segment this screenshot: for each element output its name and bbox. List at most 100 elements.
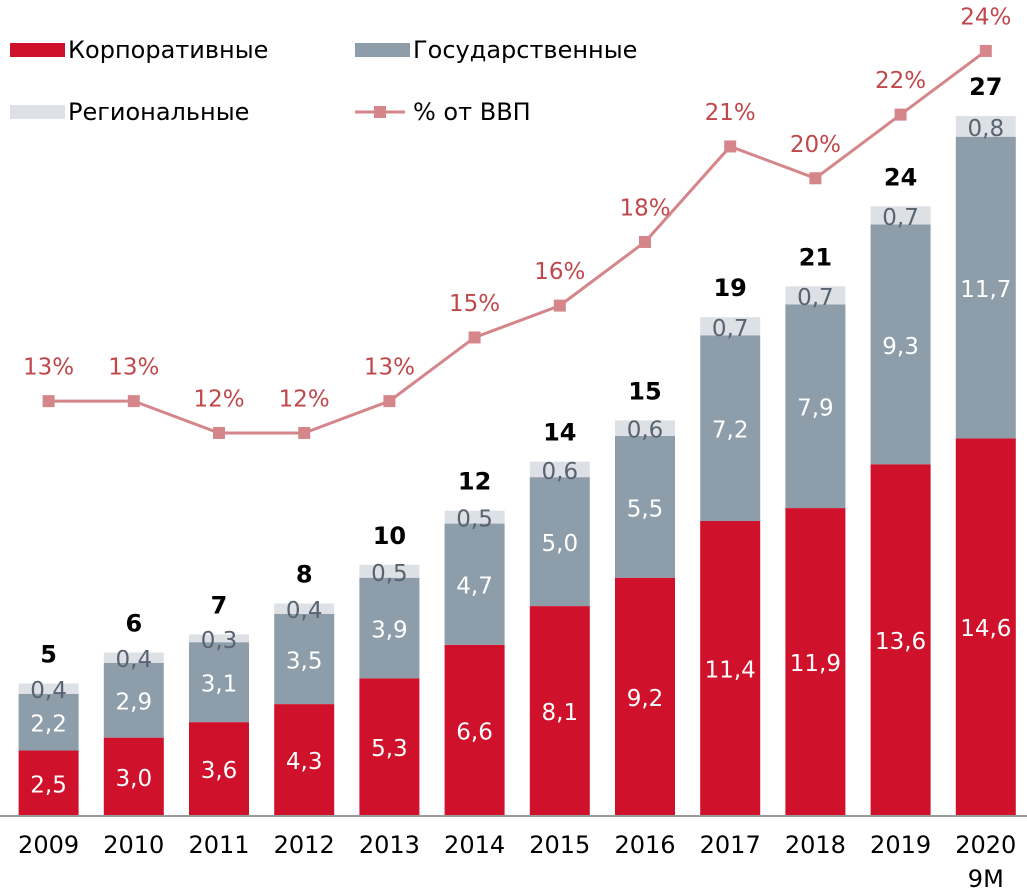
line-value-label: 13% [23, 355, 74, 381]
line-value-label: 15% [449, 291, 500, 317]
bar-segment [274, 704, 335, 815]
legend-swatch [10, 43, 65, 57]
line-marker [809, 172, 822, 185]
bar-segment [18, 693, 79, 751]
bar-value-label: 11,9 [790, 651, 841, 677]
bar-value-label: 9,2 [627, 686, 664, 712]
bar-segment [529, 461, 590, 478]
bar-segment [444, 510, 505, 524]
total-label: 24 [884, 163, 917, 191]
bar-segment [18, 683, 79, 694]
line-value-label: 16% [534, 259, 585, 285]
bar-value-label: 0,5 [456, 507, 493, 533]
line-value-label: 18% [619, 195, 670, 221]
total-label: 5 [40, 640, 57, 668]
bar-segment [359, 678, 420, 815]
total-label: 19 [713, 274, 746, 302]
x-tick-label: 2013 [358, 831, 420, 859]
bar-segment [18, 750, 79, 815]
bar-value-label: 8,1 [542, 700, 579, 726]
bar-value-label: 5,5 [627, 496, 664, 522]
bar-segment [103, 737, 164, 815]
bar-segment [359, 577, 420, 679]
x-tick-label: 2019 [870, 831, 932, 859]
bar-value-label: 0,6 [542, 459, 579, 485]
x-tick-label: 2018 [784, 831, 846, 859]
total-label: 27 [969, 73, 1002, 101]
legend-swatch [374, 106, 386, 118]
total-label: 14 [543, 419, 576, 447]
x-tick-label: 2012 [273, 831, 335, 859]
bar-value-label: 4,3 [286, 749, 323, 775]
bar-segment [189, 634, 249, 643]
bar-value-label: 4,7 [456, 574, 493, 600]
line-marker [553, 299, 566, 312]
bar-value-label: 14,6 [960, 616, 1011, 642]
bar-value-label: 2,9 [116, 690, 153, 716]
x-tick-label: 2016 [614, 831, 676, 859]
bar-value-label: 0,4 [286, 598, 323, 624]
line-marker [42, 395, 55, 408]
legend-swatch [355, 43, 410, 57]
bar-value-label: 0,7 [882, 205, 919, 231]
bar-value-label: 3,6 [201, 758, 238, 784]
legend-label: % от ВВП [413, 98, 531, 126]
legend-label: Государственные [413, 36, 637, 64]
bar-value-label: 11,4 [705, 657, 756, 683]
bar-value-label: 11,7 [960, 277, 1011, 303]
bar-value-label: 13,6 [875, 629, 926, 655]
bar-value-label: 9,3 [882, 334, 919, 360]
bar-segment [870, 224, 931, 465]
total-label: 21 [799, 243, 832, 271]
bar-value-label: 0,4 [116, 647, 153, 673]
bar-segment [785, 304, 846, 509]
bar-segment [103, 652, 164, 663]
total-label: 8 [296, 561, 313, 589]
bar-value-label: 7,9 [797, 396, 834, 422]
total-label: 10 [373, 522, 406, 550]
line-marker [724, 140, 737, 153]
bar-value-label: 0,6 [627, 418, 664, 444]
bar-segment [189, 722, 249, 815]
bar-segment [785, 286, 846, 305]
legend-label: Корпоративные [68, 36, 268, 64]
bar-segment [700, 520, 761, 815]
bar-segment [955, 136, 1016, 439]
bar-value-label: 0,5 [371, 561, 408, 587]
line-value-label: 22% [875, 68, 926, 94]
bar-segment [189, 642, 249, 723]
x-tick-label: 2010 [103, 831, 165, 859]
line [48, 49, 987, 435]
bar-value-label: 3,5 [286, 648, 323, 674]
x-tick-label: 2020 9M [955, 831, 1017, 893]
line-value-label: 12% [279, 386, 330, 412]
legend-label: Региональные [68, 98, 249, 126]
bar-value-label: 2,2 [30, 712, 67, 738]
line-marker [639, 235, 651, 248]
bar-value-label: 0,7 [797, 285, 834, 311]
line-marker [127, 395, 140, 408]
line-marker [894, 108, 907, 121]
line-value-label: 20% [790, 132, 841, 158]
total-label: 15 [628, 377, 661, 405]
bar-segment [274, 603, 335, 614]
bar-segment [529, 606, 590, 815]
bar-value-label: 3,1 [201, 672, 238, 698]
x-tick-label: 2014 [444, 831, 506, 859]
bar-segment [615, 420, 675, 436]
bar-segment [359, 564, 420, 578]
bar-segment [444, 644, 505, 815]
bar-value-label: 0,3 [201, 628, 238, 654]
line-value-label: 24% [960, 4, 1011, 30]
line-value-label: 21% [705, 100, 756, 126]
line-marker [468, 331, 481, 344]
bar-value-label: 3,9 [371, 618, 408, 644]
bar-value-label: 2,5 [30, 772, 67, 798]
total-label: 7 [211, 591, 228, 619]
bar-value-label: 5,0 [542, 531, 579, 557]
bar-segment [274, 613, 335, 705]
line-marker [213, 426, 225, 439]
bar-segment [955, 116, 1016, 137]
x-tick-label: 2009 [18, 831, 80, 859]
bar-segment [700, 317, 761, 336]
